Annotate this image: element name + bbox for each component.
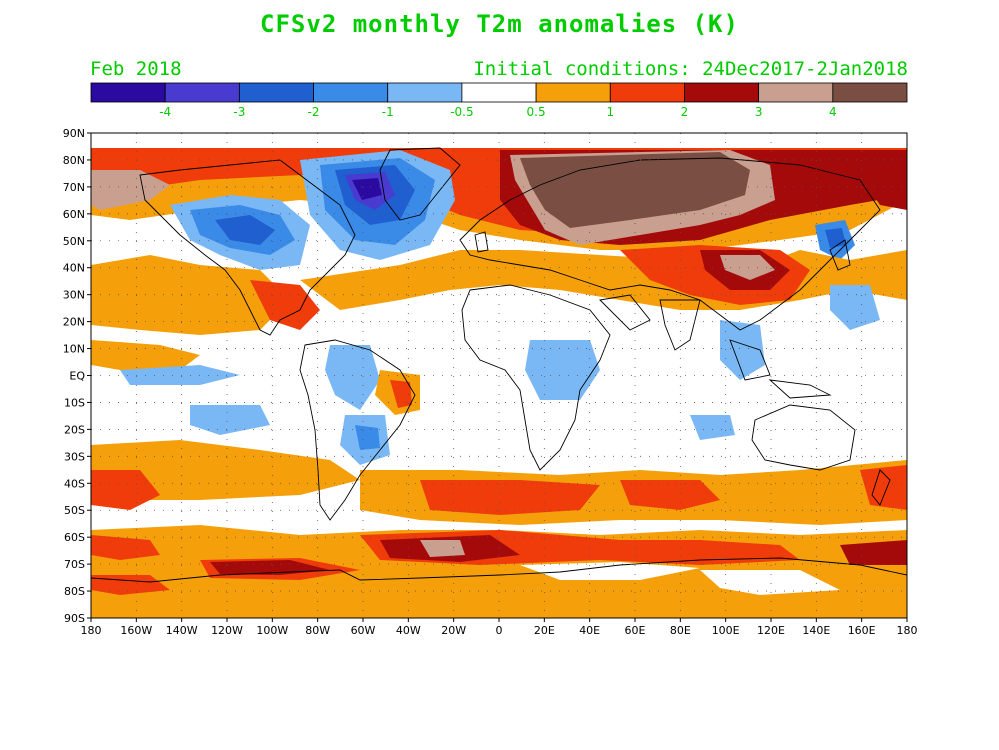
latitude-label: 20S	[64, 423, 85, 436]
colorbar-labels: -4 -3 -2 -1 -0.5 0.5 1 2 3 4	[159, 105, 836, 119]
forecast-month: Feb 2018	[90, 58, 182, 80]
chart-title: CFSv2 monthly T2m anomalies (K)	[260, 10, 739, 38]
latitude-label: 60S	[64, 531, 85, 544]
longitude-label: 140E	[802, 624, 830, 637]
latitude-label: 50S	[64, 504, 85, 517]
latitude-label: 30N	[63, 289, 85, 302]
latitude-label: 50N	[63, 235, 85, 248]
latitude-label: 40N	[63, 262, 85, 275]
latitude-label: 70S	[64, 558, 85, 571]
latitude-labels: 90N 80N 70N 60N 50N 40N 30N 20N 10N EQ 10S 20S 30S 40…	[63, 127, 86, 625]
latitude-label: 20N	[63, 316, 85, 329]
colorbar-segment	[90, 82, 166, 103]
colorbar-label: -1	[382, 105, 394, 119]
colorbar-segment	[609, 82, 685, 103]
latitude-label: 60N	[63, 208, 85, 221]
map-grid	[87, 132, 908, 622]
colorbar-label: -4	[159, 105, 171, 119]
latitude-label: 70N	[63, 181, 85, 194]
longitude-labels: 180 160W 140W 120W 100W 80W 60W 40W 20W 0 20E 40E 60…	[81, 624, 918, 637]
latitude-label: 90N	[63, 127, 85, 140]
colorbar-label: 1	[606, 105, 614, 119]
colorbar-label: -3	[233, 105, 245, 119]
longitude-label: 20W	[441, 624, 466, 637]
latitude-label: 10S	[64, 396, 85, 409]
colorbar-label: 3	[755, 105, 763, 119]
longitude-label: 160W	[120, 624, 152, 637]
longitude-label: 140W	[166, 624, 198, 637]
colorbar-segment	[684, 82, 760, 103]
latitude-label: 10N	[63, 343, 85, 356]
longitude-label: 100W	[256, 624, 288, 637]
colorbar-segment	[832, 82, 908, 103]
latitude-label: 90S	[64, 612, 85, 625]
longitude-label: 160E	[848, 624, 876, 637]
latitude-label: 80N	[63, 154, 85, 167]
colorbar-segment	[238, 82, 314, 103]
colorbar-segment	[758, 82, 834, 103]
longitude-label: 180	[897, 624, 918, 637]
latitude-label: 30S	[64, 450, 85, 463]
longitude-label: 40W	[396, 624, 421, 637]
longitude-label: 180	[81, 624, 102, 637]
colorbar-segment	[535, 82, 611, 103]
latitude-label: 40S	[64, 477, 85, 490]
colorbar-segment	[313, 82, 389, 103]
longitude-label: 20E	[534, 624, 555, 637]
colorbar-segment	[461, 82, 537, 103]
longitude-label: 120W	[211, 624, 243, 637]
colorbar-segment	[387, 82, 463, 103]
colorbar	[90, 82, 908, 103]
colorbar-label: -2	[308, 105, 320, 119]
longitude-label: 80W	[305, 624, 330, 637]
longitude-label: 0	[496, 624, 503, 637]
longitude-label: 60E	[625, 624, 646, 637]
colorbar-label: 4	[829, 105, 837, 119]
latitude-label: 80S	[64, 585, 85, 598]
longitude-label: 60W	[351, 624, 376, 637]
colorbar-label: -0.5	[450, 105, 473, 119]
initial-conditions: Initial conditions: 24Dec2017-2Jan2018	[473, 58, 908, 80]
latitude-label: EQ	[69, 370, 85, 383]
longitude-label: 100E	[712, 624, 740, 637]
anomaly-field	[91, 133, 907, 618]
colorbar-label: 2	[681, 105, 689, 119]
longitude-label: 40E	[579, 624, 600, 637]
longitude-label: 120E	[757, 624, 785, 637]
map-frame	[90, 132, 908, 619]
longitude-label: 80E	[670, 624, 691, 637]
colorbar-label: 0.5	[527, 105, 546, 119]
colorbar-segment	[164, 82, 240, 103]
